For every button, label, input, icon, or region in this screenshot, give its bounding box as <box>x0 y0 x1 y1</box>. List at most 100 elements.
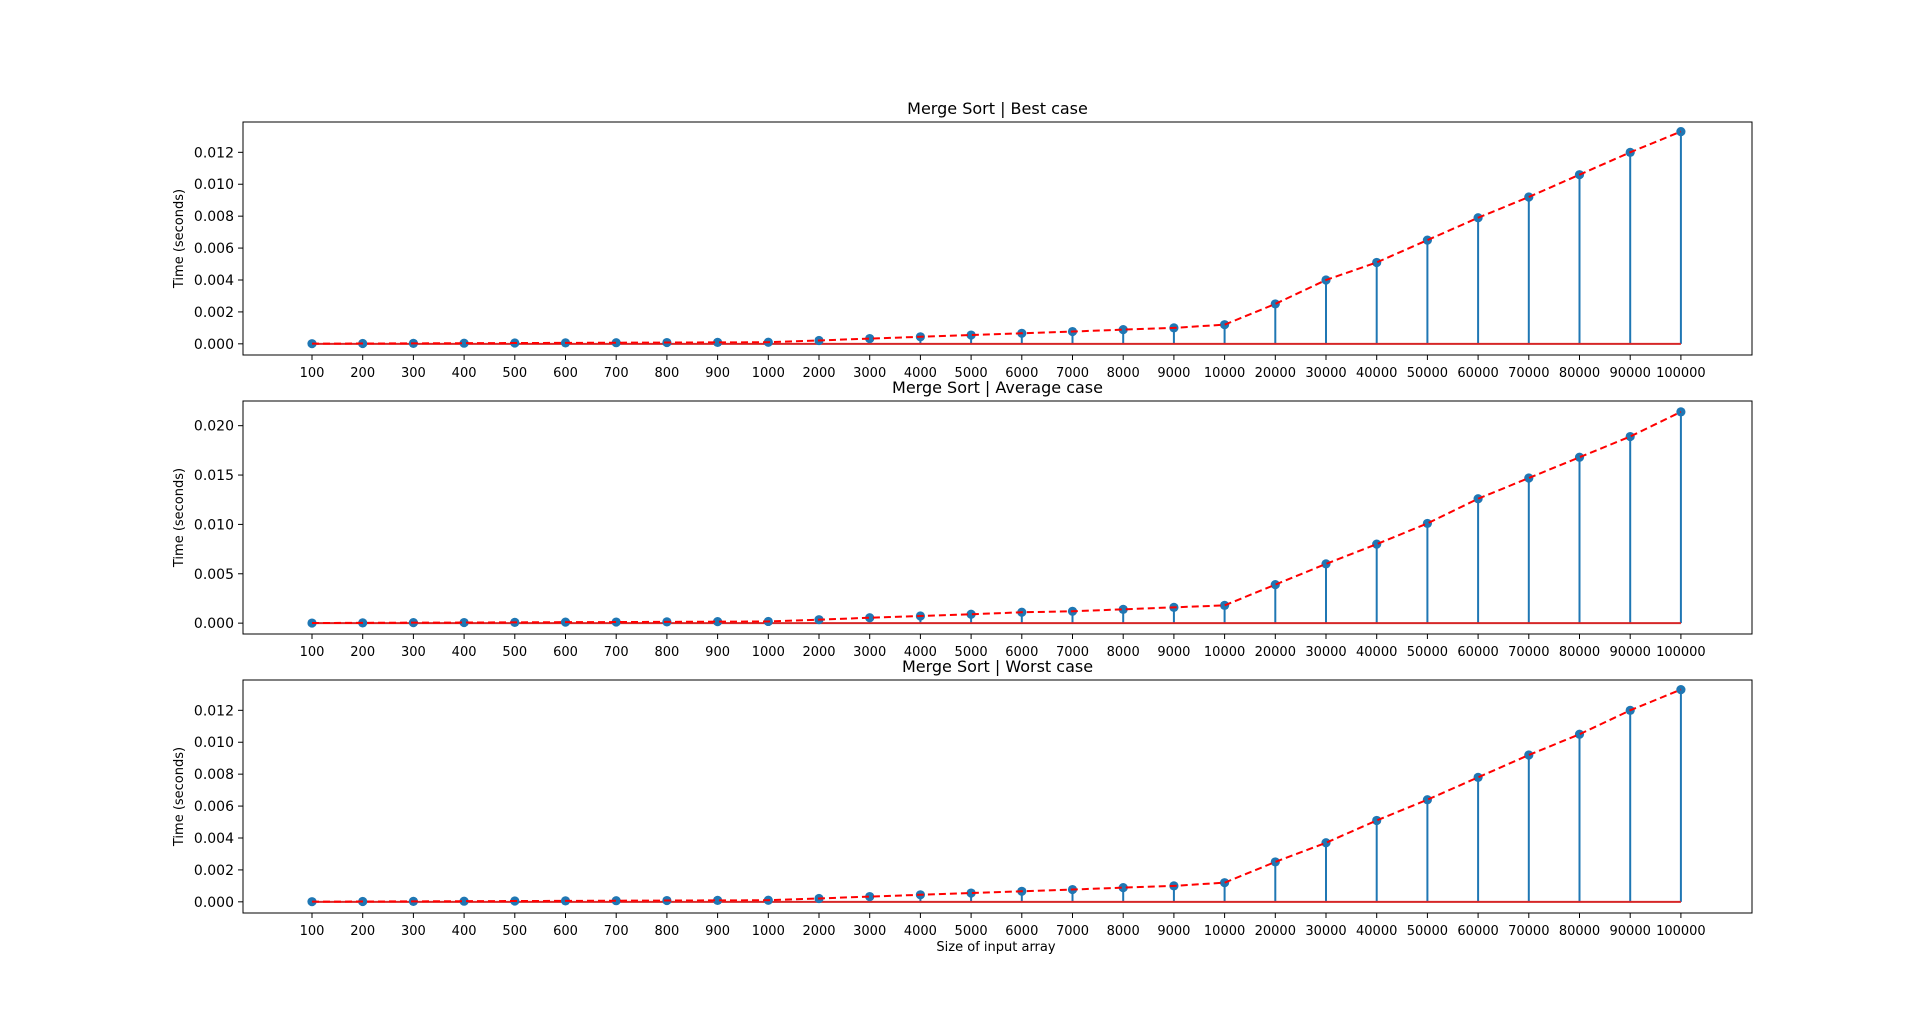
x-tick-label: 90000 <box>1610 366 1651 381</box>
x-tick-label: 20000 <box>1255 924 1296 939</box>
x-tick-label: 500 <box>502 924 527 939</box>
data-point <box>1270 580 1280 590</box>
x-tick-label: 90000 <box>1610 924 1651 939</box>
x-tick-label: 500 <box>502 366 527 381</box>
data-point <box>1270 299 1280 309</box>
x-tick-label: 5000 <box>955 645 988 660</box>
y-tick-label: 0.000 <box>194 616 234 632</box>
data-point <box>713 617 723 627</box>
x-tick-label: 2000 <box>802 924 835 939</box>
data-point <box>1574 729 1585 739</box>
data-point <box>1524 750 1534 760</box>
x-tick-label: 400 <box>452 645 477 660</box>
x-tick-label: 700 <box>604 366 629 381</box>
y-axis-label: Time (seconds) <box>172 747 187 847</box>
y-tick-label: 0.002 <box>194 305 234 321</box>
x-tick-label: 800 <box>654 645 679 660</box>
x-tick-label: 400 <box>452 366 477 381</box>
data-point <box>966 330 976 340</box>
x-tick-label: 4000 <box>904 645 937 660</box>
data-point <box>611 617 621 627</box>
y-tick-label: 0.006 <box>194 799 234 815</box>
data-point <box>713 895 723 905</box>
x-tick-label: 40000 <box>1356 924 1397 939</box>
data-point <box>459 896 469 906</box>
x-tick-label: 100000 <box>1656 645 1706 660</box>
plot-frame <box>242 400 1753 635</box>
data-point <box>713 337 723 347</box>
x-tick-label: 800 <box>654 366 679 381</box>
x-tick-label: 4000 <box>904 924 937 939</box>
x-tick-label: 70000 <box>1508 924 1549 939</box>
subplot-title: Merge Sort | Worst case <box>902 657 1093 676</box>
y-axis-label: Time (seconds) <box>172 189 187 289</box>
x-tick-label: 800 <box>654 924 679 939</box>
data-point <box>1220 878 1230 888</box>
x-tick-label: 2000 <box>802 366 835 381</box>
x-tick-label: 30000 <box>1305 366 1346 381</box>
data-point <box>1574 452 1585 462</box>
x-tick-label: 90000 <box>1610 645 1651 660</box>
y-tick-label: 0.000 <box>194 337 234 353</box>
data-point <box>1118 604 1128 614</box>
data-point <box>1220 600 1230 610</box>
x-tick-label: 600 <box>553 924 578 939</box>
x-tick-label: 30000 <box>1305 924 1346 939</box>
x-tick-label: 5000 <box>955 924 988 939</box>
data-point <box>1524 473 1534 483</box>
x-tick-label: 200 <box>350 366 375 381</box>
x-tick-label: 10000 <box>1204 924 1245 939</box>
x-tick-label: 5000 <box>955 366 988 381</box>
y-tick-label: 0.008 <box>194 209 234 225</box>
x-tick-label: 600 <box>553 645 578 660</box>
data-point <box>1118 883 1128 893</box>
x-tick-label: 80000 <box>1559 924 1600 939</box>
x-tick-label: 50000 <box>1407 924 1448 939</box>
data-point <box>966 888 976 898</box>
x-tick-label: 3000 <box>853 924 886 939</box>
x-tick-label: 300 <box>401 645 426 660</box>
y-tick-label: 0.010 <box>194 177 234 193</box>
y-tick-label: 0.002 <box>194 863 234 879</box>
y-tick-label: 0.012 <box>194 145 234 161</box>
x-tick-label: 50000 <box>1407 366 1448 381</box>
x-tick-label: 6000 <box>1005 366 1038 381</box>
x-tick-label: 200 <box>350 924 375 939</box>
x-tick-label: 6000 <box>1005 645 1038 660</box>
data-point <box>1625 431 1635 442</box>
subplot-2: Merge Sort | Average case Time (seconds) 0… <box>172 378 1753 660</box>
y-tick-label: 0.008 <box>194 767 234 783</box>
data-point <box>865 333 875 344</box>
x-tick-label: 70000 <box>1508 366 1549 381</box>
data-point <box>307 618 317 628</box>
y-tick-label: 0.005 <box>194 567 234 583</box>
x-tick-label: 9000 <box>1157 924 1190 939</box>
x-tick-label: 30000 <box>1305 645 1346 660</box>
x-tick-label: 400 <box>452 924 477 939</box>
y-tick-label: 0.010 <box>194 517 234 533</box>
data-point <box>1372 257 1382 268</box>
x-tick-label: 70000 <box>1508 645 1549 660</box>
y-tick-label: 0.004 <box>194 831 234 847</box>
x-tick-label: 10000 <box>1204 366 1245 381</box>
data-point <box>1372 815 1382 826</box>
x-tick-label: 700 <box>604 645 629 660</box>
x-tick-label: 40000 <box>1356 645 1397 660</box>
plot-frame <box>242 121 1753 356</box>
x-tick-label: 60000 <box>1457 366 1498 381</box>
data-point <box>1118 325 1128 335</box>
x-tick-label: 20000 <box>1255 645 1296 660</box>
data-point <box>459 617 469 628</box>
x-tick-label: 7000 <box>1056 366 1089 381</box>
x-tick-label: 4000 <box>904 366 937 381</box>
y-tick-label: 0.012 <box>194 703 234 719</box>
x-tick-label: 50000 <box>1407 645 1448 660</box>
data-point <box>611 896 621 906</box>
x-tick-label: 8000 <box>1107 366 1140 381</box>
subplot-title: Merge Sort | Average case <box>892 378 1103 397</box>
y-tick-label: 0.010 <box>194 735 234 751</box>
data-point <box>1422 235 1432 245</box>
x-tick-label: 6000 <box>1005 924 1038 939</box>
